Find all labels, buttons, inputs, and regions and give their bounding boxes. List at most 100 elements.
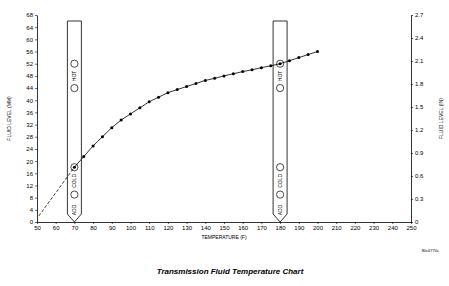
tick: 90 [109,222,116,231]
tick-mark [35,39,37,40]
tick: 0.9 [411,150,424,156]
tick: 190 [294,222,305,231]
dipstick-label: HOT [277,71,283,82]
tick-label: 36 [26,110,33,116]
tick: 0 [411,219,419,225]
tick: 60 [53,222,60,231]
tick-mark [35,125,37,126]
tick: 60 [26,37,37,43]
tick: 70 [72,222,79,231]
tick: 220 [350,222,361,231]
point [316,50,319,53]
tick-label: 90 [109,225,116,231]
tick-label: 250 [406,225,417,231]
tick-mark [205,222,206,224]
tick: 68 [26,12,37,18]
tick-label: 8 [30,195,34,201]
tick-label: 110 [145,225,155,231]
tick-mark [411,15,413,16]
tick: 80 [90,222,97,231]
tick-label: 56 [26,49,33,55]
tick: 150 [219,222,230,231]
tick-mark [35,100,37,101]
tick: 230 [369,222,380,231]
dipstick-label: HOT [71,71,77,82]
point [166,91,169,94]
tick: 200 [313,222,324,231]
point [279,62,282,65]
tick-mark [35,88,37,89]
tick: 0.3 [411,196,424,202]
tick-label: 60 [26,37,33,43]
tick-label: 210 [332,225,343,231]
tick: 4 [30,207,37,213]
tick-mark [411,130,413,131]
dipstick-label: ADD [277,204,283,215]
tick-mark [355,222,356,224]
tick: 2.1 [411,58,424,64]
point [204,79,207,82]
point [120,119,123,122]
tick-label: 2.7 [415,12,424,18]
axis-line [37,16,38,223]
level-mark [277,164,284,171]
point [73,166,76,169]
tick: 20 [26,159,37,165]
tick: 40 [26,98,37,104]
tick-label: 130 [182,225,193,231]
tick: 140 [201,222,212,231]
tick-label: 140 [201,225,212,231]
tick-mark [187,222,188,224]
point [297,56,300,59]
tick: 56 [26,49,37,55]
tick-mark [374,222,375,224]
tick-mark [224,222,225,224]
series-line [39,167,75,216]
tick-label: 0.3 [415,196,424,202]
tick: 110 [145,222,155,231]
tick-label: 220 [350,225,361,231]
tick-mark [74,222,75,224]
tick-mark [35,161,37,162]
tick-label: 1.2 [415,127,424,133]
tick-mark [35,27,37,28]
tick: 180 [276,222,287,231]
point [185,85,188,88]
tick-label: 0 [30,219,34,225]
point [101,135,104,138]
tick-mark [56,222,57,224]
tick-mark [280,222,281,224]
level-mark [277,191,284,198]
tick-label: 180 [276,225,287,231]
point [82,155,85,158]
tick-mark [411,107,413,108]
tick: 50 [34,222,41,231]
y2-axis: 00.30.60.91.21.51.82.12.42.7 [411,12,424,225]
tick-label: 20 [26,159,33,165]
tick-mark [411,153,413,154]
tick-mark [35,149,37,150]
tick: 120 [163,222,174,231]
tick: 1.2 [411,127,424,133]
tick-label: 2.1 [415,58,424,64]
tick-mark [149,222,150,224]
point [157,96,160,99]
labels: HOTCOLDADDHOTCOLDADDFLUID LEVEL (MM)FLUI… [6,71,444,276]
tick: 28 [26,134,37,140]
tick-mark [35,76,37,77]
tick-mark [35,112,37,113]
title: Transmission Fluid Temperature Chart [157,267,304,276]
tick-mark [35,222,37,223]
tick: 64 [26,25,37,31]
tick: 48 [26,73,37,79]
tick-label: 50 [34,225,41,231]
tick-label: 200 [313,225,324,231]
point [251,68,254,71]
tick-label: 68 [26,12,33,18]
tick-mark [411,222,412,224]
tick: 130 [182,222,193,231]
tick-mark [299,222,300,224]
tick-mark [411,222,413,223]
tick: 32 [26,122,37,128]
tick-mark [411,84,413,85]
